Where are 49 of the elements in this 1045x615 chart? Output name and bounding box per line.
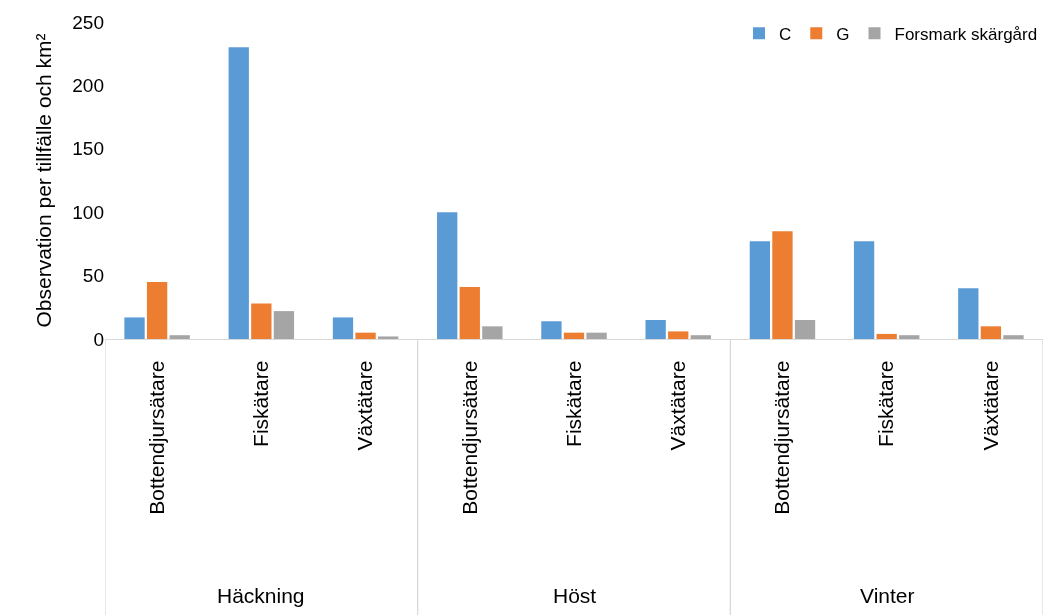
x-tick-label: Växtätare [978, 360, 1002, 451]
x-tick-label: Fiskätare [874, 360, 898, 447]
y-tick-label: 150 [72, 138, 104, 160]
bar [273, 311, 295, 339]
y-tick-label: 200 [72, 75, 104, 97]
bar [563, 332, 585, 339]
legend-label: Forsmark skärgård [894, 24, 1038, 44]
bar [169, 335, 190, 339]
text: Höst [553, 584, 597, 607]
y-tick-label: 0 [93, 328, 104, 350]
bar [899, 335, 920, 339]
bar [586, 332, 607, 339]
x-tick-label: Växtätare [666, 360, 690, 451]
text: Häckning [217, 584, 305, 607]
y-tick-label: 250 [72, 11, 104, 33]
bar [482, 326, 503, 339]
x-tick-label: Bottendjursätare [770, 360, 794, 515]
bar [124, 317, 145, 339]
y-tick-label: 100 [72, 201, 104, 223]
y-tick-label: 50 [82, 265, 104, 287]
bar [355, 332, 376, 339]
y-axis-title: Observation per tillfälle och km² [32, 33, 56, 328]
x-tick-label: Bottendjursätare [144, 360, 168, 515]
bar [690, 335, 711, 339]
x-tick-label: Fiskätare [249, 360, 273, 447]
legend-label: G [836, 24, 850, 44]
bar [437, 212, 458, 339]
bar [794, 319, 816, 339]
bar [1003, 335, 1024, 339]
bar [377, 336, 399, 339]
bar [980, 326, 1002, 339]
bar [541, 321, 562, 339]
bar [645, 319, 666, 339]
bar [459, 287, 480, 339]
x-tick-label: Fiskätare [561, 360, 585, 447]
bar [228, 47, 249, 339]
bar [772, 231, 793, 339]
bar [146, 281, 168, 339]
legend-label: C [779, 24, 792, 44]
bar [876, 333, 897, 339]
bar [958, 288, 979, 339]
bar [749, 241, 771, 339]
text: Vinter [860, 584, 915, 607]
x-tick-label: Bottendjursätare [457, 360, 481, 515]
bar [251, 303, 272, 339]
bar [332, 317, 354, 339]
bar [853, 241, 875, 339]
bar [668, 331, 689, 339]
x-tick-label: Växtätare [353, 360, 377, 451]
